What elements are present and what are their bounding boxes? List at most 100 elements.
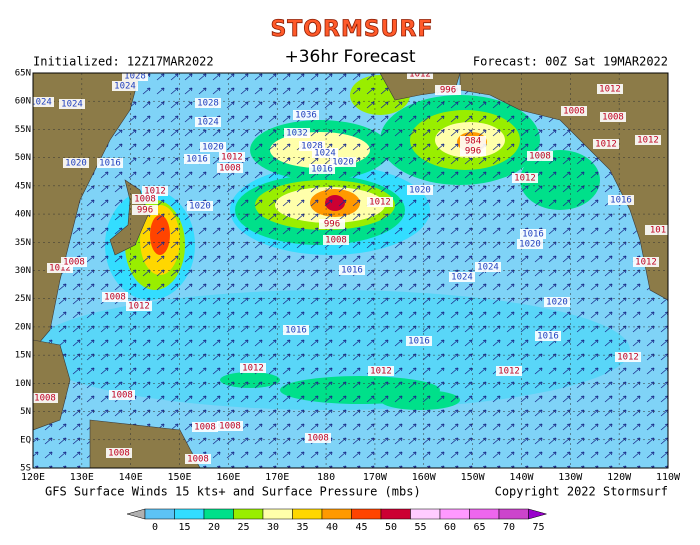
isobar-label: 1012 xyxy=(128,302,150,312)
isobar-label-bg xyxy=(132,194,158,204)
colorbar-tick-label: 70 xyxy=(503,522,515,533)
isobar-label-bg xyxy=(33,393,58,403)
colorbar-tick-label: 50 xyxy=(385,522,397,533)
isobar-label: 996 xyxy=(465,147,481,157)
isobar-label: 1024 xyxy=(197,118,219,128)
isobar-label: 1012 xyxy=(617,353,639,363)
lat-label: 5S xyxy=(20,464,31,474)
colorbar-segment xyxy=(351,508,382,520)
colorbar-tick-label: 75 xyxy=(532,522,544,533)
isobar-label-bg xyxy=(407,73,433,79)
isobar-label: 1012 xyxy=(595,140,617,150)
isobar-label-bg xyxy=(219,152,245,162)
isobar-label: 1012 xyxy=(242,364,264,374)
colorbar-tick-label: 15 xyxy=(178,522,190,533)
isobar-label-bg xyxy=(106,448,132,458)
isobar-label-bg xyxy=(112,81,138,91)
lat-label: 25N xyxy=(15,294,31,304)
isobar-label: 996 xyxy=(440,86,456,96)
isobar-label: 1016 xyxy=(610,196,632,206)
lon-label: 170W xyxy=(363,472,388,483)
lon-label: 160W xyxy=(412,472,437,483)
isobar-label-bg xyxy=(142,186,168,196)
isobar-label: 1012 xyxy=(369,198,391,208)
isobar-label-bg xyxy=(109,390,135,400)
isobar-label: 1008 xyxy=(194,423,216,433)
isobar-label-bg xyxy=(544,297,570,307)
isobar-label: 1016 xyxy=(522,230,544,240)
isobar-label: 1008 xyxy=(563,107,585,117)
isobar-label-bg xyxy=(283,325,309,335)
isobar-label: 1008 xyxy=(307,434,329,444)
colorbar-segment xyxy=(262,508,293,520)
copyright: Copyright 2022 Stormsurf xyxy=(495,485,668,499)
isobar-label: 1024 xyxy=(30,98,52,108)
isobar-label-bg xyxy=(319,219,345,229)
isobar-label-bg xyxy=(185,454,211,464)
lon-label: 180 xyxy=(317,472,335,483)
colorbar-tick-label: 35 xyxy=(296,522,308,533)
lat-label: 55N xyxy=(15,125,31,135)
isobar-label: 1016 xyxy=(408,337,430,347)
isobar-label-bg xyxy=(63,158,89,168)
lat-label: 60N xyxy=(15,97,31,107)
isobar-label-bg xyxy=(367,197,393,207)
isobar-label: 996 xyxy=(137,206,153,216)
isobar-label-bg xyxy=(323,235,349,245)
isobar-label-bg xyxy=(284,128,310,138)
lat-label: 65N xyxy=(15,69,31,79)
isobar-label-bg xyxy=(407,185,433,195)
isobar-label: 1012 xyxy=(599,85,621,95)
isobar-label: 1024 xyxy=(61,100,83,110)
colorbar: 0 15 20 25 30 35 40 45 50 55 60 65 70 75 xyxy=(126,508,548,533)
isobar-label: 1012 xyxy=(144,187,166,197)
isobar-label: 1016 xyxy=(341,266,363,276)
colorbar-segment xyxy=(410,508,441,520)
isobar-label-bg xyxy=(299,141,325,151)
lat-label: 35N xyxy=(15,238,31,248)
lon-label: 110W xyxy=(656,472,681,483)
isobar-label-bg xyxy=(293,110,319,120)
isobar-label: 1028 xyxy=(124,72,146,82)
lon-label: 120E xyxy=(21,472,45,483)
isobar-label-bg xyxy=(406,336,432,346)
isobar-label-bg xyxy=(645,225,668,235)
isobar-label: 1008 xyxy=(325,236,347,246)
colorbar-segment xyxy=(203,508,234,520)
isobar-label: 1008 xyxy=(219,164,241,174)
isobar-label: 1012 xyxy=(221,153,243,163)
colorbar-segment xyxy=(439,508,470,520)
isobar-label: 1016 xyxy=(285,326,307,336)
lat-label: 30N xyxy=(15,266,31,276)
isobar-label: 1012 xyxy=(514,174,536,184)
isobar-label-bg xyxy=(339,265,365,275)
isobar-label: 1024 xyxy=(477,263,499,273)
isobar-label-bg xyxy=(126,301,152,311)
isobar-label: 1020 xyxy=(546,298,568,308)
isobar-label: 1028 xyxy=(301,142,323,152)
isobar-label-bg xyxy=(200,142,226,152)
isobar-label-bg xyxy=(608,195,634,205)
isobar-label: 1008 xyxy=(134,195,156,205)
isobar-label: 984 xyxy=(465,137,481,147)
isobar-label-bg xyxy=(496,366,522,376)
isobar-label-bg xyxy=(122,73,148,81)
isobar-label-bg xyxy=(217,421,243,431)
isobar-label-bg xyxy=(47,263,73,273)
subtitle: +36hr Forecast xyxy=(285,47,416,67)
isobar-label: 1036 xyxy=(295,111,317,121)
initialized: Initialized: 12Z17MAR2022 xyxy=(33,55,214,69)
isobar-label: 1020 xyxy=(65,159,87,169)
lat-label: 40N xyxy=(15,210,31,220)
isobar-label-bg xyxy=(600,112,626,122)
isobar-label-bg xyxy=(635,135,661,145)
isobar-label-bg xyxy=(520,229,546,239)
isobar-label-bg xyxy=(535,331,561,341)
colorbar-tick-label: 0 xyxy=(152,522,158,533)
title: STORMSURF xyxy=(270,17,433,42)
forecast-time: Forecast: 00Z Sat 19MAR2022 xyxy=(473,55,668,69)
colorbar-segment xyxy=(469,508,500,520)
isobar-label-bg xyxy=(132,205,158,215)
isobar-label-bg xyxy=(97,158,123,168)
